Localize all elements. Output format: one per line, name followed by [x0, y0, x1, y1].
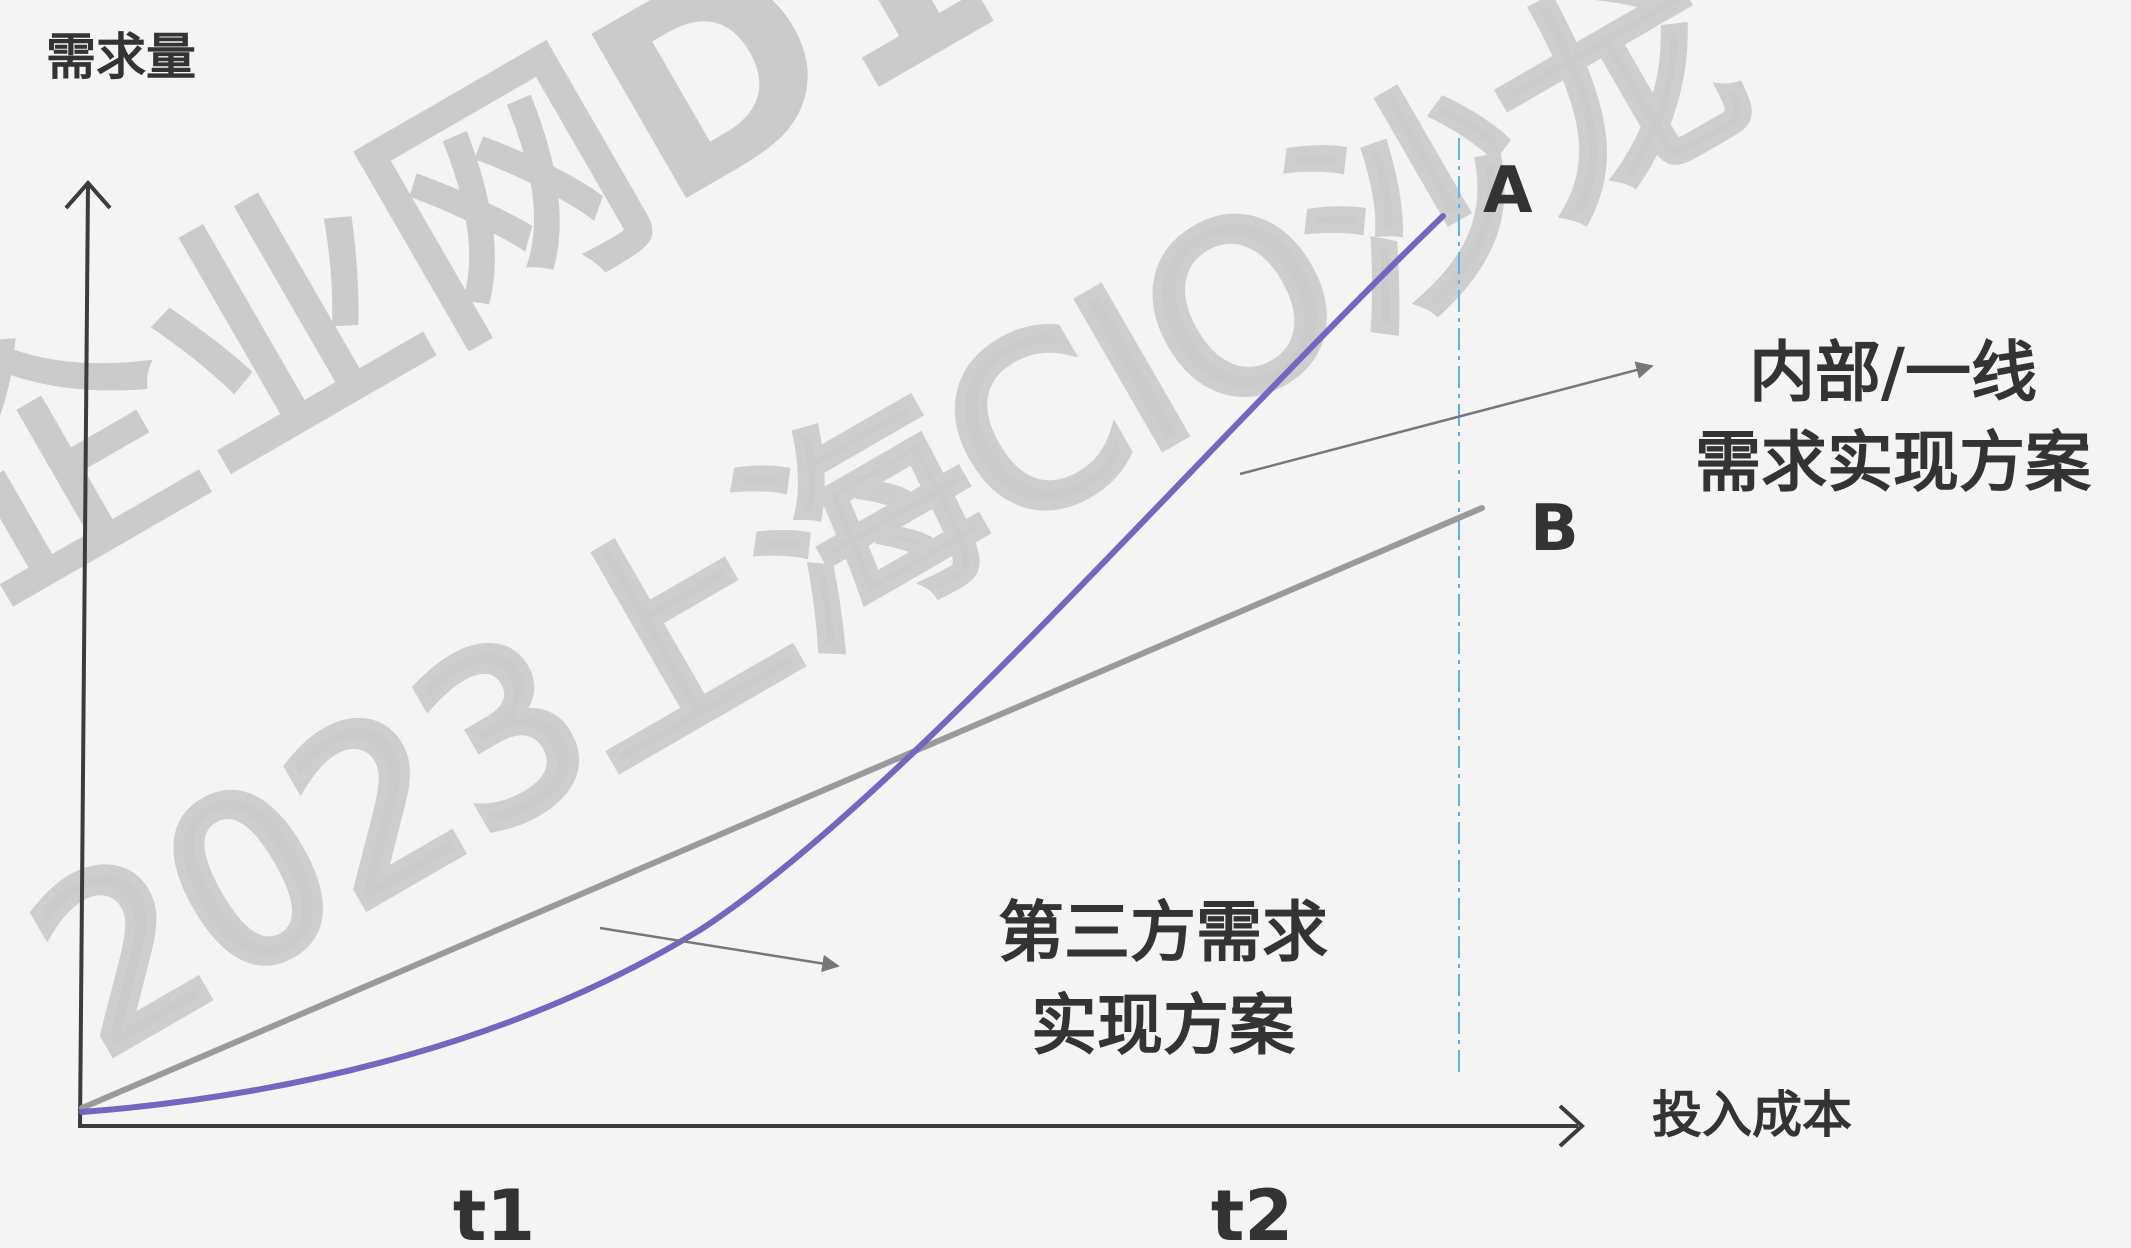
x-axis-title: 投入成本	[1652, 1086, 1852, 1144]
annotation-arrow-b	[599, 926, 840, 973]
annotation-b-line-2: 实现方案	[1031, 987, 1296, 1064]
y-axis-arrow	[64, 179, 112, 210]
annotation-b-line-1: 第三方需求	[998, 894, 1328, 971]
y-axis-title: 需求量	[46, 28, 196, 86]
annotation-a-line-2: 需求实现方案	[1695, 424, 2092, 501]
annotation-a-line-1: 内部/一线	[1749, 334, 2037, 411]
series-label-b: B	[1530, 492, 1579, 566]
x-tick-label-t1: t1	[453, 1175, 535, 1248]
series-line-b	[79, 505, 1485, 1111]
series-line-a	[79, 213, 1446, 1115]
annotation-arrow-a	[1239, 361, 1654, 476]
series-label-a: A	[1483, 154, 1533, 228]
x-axis-arrow	[1558, 1104, 1585, 1148]
y-axis	[78, 184, 90, 1129]
x-tick-label-t2: t2	[1211, 1175, 1293, 1248]
axes	[64, 179, 1585, 1148]
